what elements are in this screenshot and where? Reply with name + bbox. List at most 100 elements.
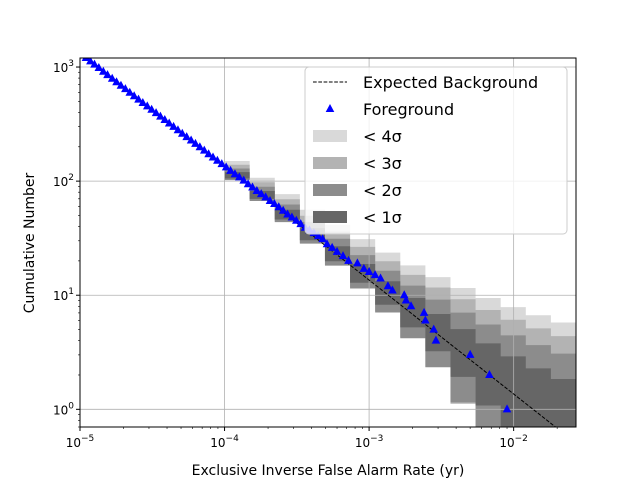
foreground-point	[274, 202, 284, 211]
x-tick-label: 10−3	[355, 434, 384, 450]
foreground-point	[248, 182, 257, 191]
foreground-point	[164, 118, 174, 127]
foreground-point	[177, 128, 187, 137]
foreground-point	[485, 369, 494, 378]
foreground-point	[230, 169, 240, 178]
foreground-point	[419, 307, 429, 316]
foreground-point	[81, 58, 91, 61]
tick-exponent: 3	[68, 59, 74, 69]
foreground-point	[401, 295, 411, 304]
tick-base: 10	[53, 61, 68, 75]
tick-exponent: 2	[68, 173, 74, 183]
x-tick-label: 10−4	[210, 434, 239, 450]
foreground-point	[173, 125, 183, 134]
foreground-point	[195, 142, 205, 151]
foreground-point	[287, 212, 297, 221]
tick-base: 10	[53, 175, 68, 189]
tick-base: 10	[499, 436, 514, 450]
legend-swatch-patch	[313, 157, 347, 169]
legend-swatch-triangle	[325, 104, 335, 112]
legend: Expected Background Foreground < 4σ < 3σ < 2…	[304, 66, 568, 235]
foreground-points	[81, 58, 512, 413]
y-tick-label: 102	[53, 173, 74, 189]
tick-base: 10	[53, 403, 68, 417]
foreground-point	[376, 273, 385, 282]
foreground-point	[129, 91, 139, 100]
legend-swatch-patch	[313, 184, 347, 196]
foreground-point	[90, 59, 99, 68]
tick-base: 10	[210, 436, 225, 450]
y-tick-label: 100	[53, 401, 74, 417]
plot-frame	[79, 57, 577, 428]
foreground-point	[204, 149, 213, 158]
x-axis-label: Exclusive Inverse False Alarm Rate (yr)	[192, 463, 465, 479]
foreground-point	[199, 145, 209, 154]
axes-frame	[79, 57, 577, 428]
foreground-point	[353, 258, 362, 267]
foreground-point	[465, 349, 475, 358]
foreground-point	[261, 192, 270, 201]
tick-exponent: −2	[515, 434, 528, 444]
legend-label: < 3σ	[363, 154, 402, 173]
foreground-point	[235, 172, 244, 181]
foreground-point	[116, 80, 126, 89]
tick-exponent: −3	[370, 434, 383, 444]
tick-exponent: −4	[226, 434, 240, 444]
y-tick-label: 101	[53, 287, 74, 303]
foreground-point	[243, 179, 253, 188]
foreground-point	[112, 77, 121, 86]
foreground-point	[359, 263, 369, 272]
x-tick-label: 10−2	[499, 434, 528, 450]
foreground-point	[332, 246, 342, 255]
foreground-point	[239, 175, 249, 184]
y-tick-label: 103	[53, 59, 74, 75]
foreground-point	[265, 195, 275, 204]
foreground-point	[383, 281, 393, 290]
foreground-point	[99, 66, 108, 75]
legend-label: < 4σ	[363, 127, 402, 146]
foreground-point	[296, 219, 306, 228]
foreground-point	[283, 209, 292, 218]
foreground-point	[217, 159, 227, 168]
tick-exponent: 0	[68, 401, 74, 411]
foreground-point	[213, 155, 222, 164]
foreground-point	[125, 87, 135, 96]
tick-base: 10	[53, 289, 68, 303]
foreground-point	[502, 404, 512, 413]
x-tick-label: 10−5	[66, 434, 95, 450]
foreground-point	[138, 97, 148, 106]
foreground-point	[186, 135, 196, 144]
foreground-point	[160, 115, 170, 124]
foreground-point	[388, 285, 397, 294]
foreground-point	[142, 101, 152, 110]
foreground-point	[364, 266, 374, 275]
foreground-point	[292, 215, 301, 224]
foreground-point	[226, 165, 235, 174]
y-axis-label: Cumulative Number	[22, 172, 38, 313]
foreground-point	[313, 231, 323, 240]
foreground-point	[327, 242, 337, 251]
foreground-point	[421, 315, 430, 324]
foreground-point	[322, 239, 332, 248]
foreground-point	[278, 205, 288, 214]
foreground-point	[121, 84, 130, 93]
tick-exponent: −5	[81, 434, 94, 444]
foreground-point	[147, 104, 156, 113]
legend-label: < 2σ	[363, 181, 402, 200]
foreground-point	[338, 251, 348, 260]
foreground-point	[431, 335, 441, 344]
legend-swatch-patch	[313, 130, 347, 142]
legend-label: < 1σ	[363, 208, 402, 227]
foreground-point	[107, 73, 117, 82]
foreground-point	[86, 58, 95, 65]
foreground-point	[151, 108, 161, 117]
tick-base: 10	[355, 436, 370, 450]
foreground-point	[370, 270, 380, 279]
foreground-point	[270, 199, 279, 208]
foreground-point	[94, 63, 104, 72]
tick-exponent: 1	[68, 287, 74, 297]
foreground-point	[252, 185, 262, 194]
foreground-point	[318, 234, 327, 243]
